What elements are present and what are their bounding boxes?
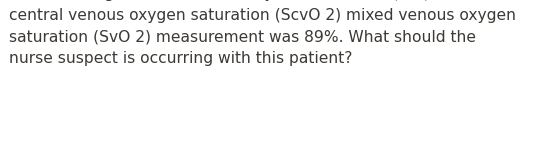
Text: A patient with a pulmonary arterial catheter for systolic heart
failure is diagn: A patient with a pulmonary arterial cath… — [9, 0, 516, 66]
